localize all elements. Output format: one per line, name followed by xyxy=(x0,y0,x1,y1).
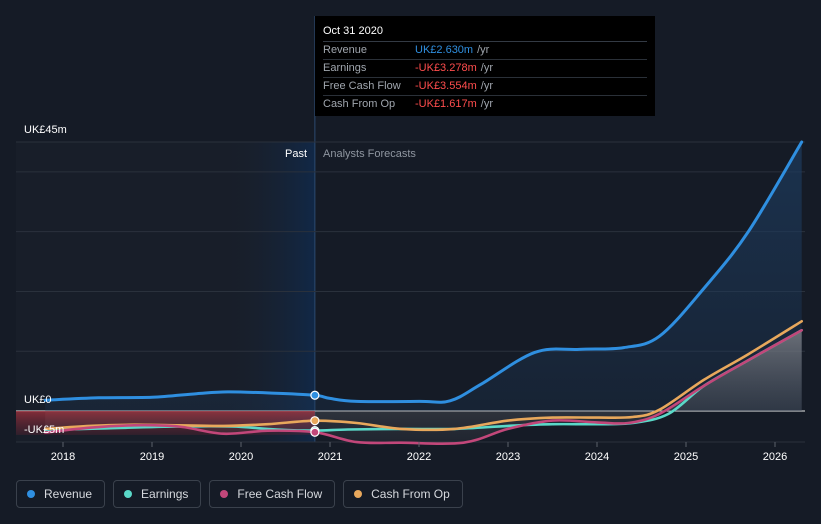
tooltip-row-value: -UK£1.617m xyxy=(415,98,477,110)
tooltip: Oct 31 2020 Revenue UK£2.630m/yr Earnings -… xyxy=(315,16,655,116)
x-tick-label: 2024 xyxy=(585,451,609,463)
tooltip-row-value: UK£2.630m xyxy=(415,44,474,56)
x-tick-label: 2022 xyxy=(407,451,431,463)
legend: Revenue Earnings Free Cash Flow Cash From O… xyxy=(16,480,463,508)
y-zero-label: UK£0 xyxy=(24,394,52,406)
revenue-line xyxy=(43,140,804,404)
tooltip-row-unit: /yr xyxy=(480,80,493,92)
tooltip-row-value: -UK£3.278m xyxy=(415,62,477,74)
tooltip-row-label: Revenue xyxy=(323,44,368,56)
legend-label: Cash From Op xyxy=(371,487,450,501)
tooltip-row: Free Cash Flow -UK£3.554m/yr xyxy=(323,78,647,96)
tooltip-row-unit: /yr xyxy=(480,98,493,110)
cash-from-op-marker xyxy=(310,416,320,426)
tooltip-row: Cash From Op -UK£1.617m/yr xyxy=(323,96,647,113)
x-tick-label: 2018 xyxy=(51,451,75,463)
tooltip-row-label: Free Cash Flow xyxy=(323,80,401,92)
legend-label: Revenue xyxy=(44,487,93,501)
tooltip-row-unit: /yr xyxy=(480,62,493,74)
x-tick-label: 2025 xyxy=(674,451,698,463)
x-tick-label: 2026 xyxy=(763,451,787,463)
legend-item-free-cash-flow[interactable]: Free Cash Flow xyxy=(209,480,336,508)
legend-dot-icon xyxy=(220,490,229,498)
past-label: Past xyxy=(285,148,307,160)
legend-item-revenue[interactable]: Revenue xyxy=(16,480,106,508)
free-cash-flow-marker xyxy=(310,427,320,437)
forecast-label: Analysts Forecasts xyxy=(323,148,416,160)
x-tick-label: 2023 xyxy=(496,451,520,463)
tooltip-row-unit: /yr xyxy=(477,44,490,56)
x-tick-label: 2020 xyxy=(229,451,253,463)
tooltip-row-label: Earnings xyxy=(323,62,367,74)
free-cash-flow-line xyxy=(43,329,803,446)
tooltip-row-value: -UK£3.554m xyxy=(415,80,477,92)
y-top-label: UK£45m xyxy=(24,124,67,136)
tooltip-row: Revenue UK£2.630m/yr xyxy=(323,42,647,60)
legend-dot-icon xyxy=(124,490,133,498)
tooltip-row: Earnings -UK£3.278m/yr xyxy=(323,60,647,78)
legend-item-earnings[interactable]: Earnings xyxy=(113,480,202,508)
x-tick-label: 2019 xyxy=(140,451,164,463)
tooltip-date: Oct 31 2020 xyxy=(323,24,647,42)
legend-label: Earnings xyxy=(141,487,189,501)
revenue-marker xyxy=(310,390,320,400)
y-neg-label: -UK£5m xyxy=(24,424,64,436)
legend-item-cash-from-op[interactable]: Cash From Op xyxy=(343,480,463,508)
tooltip-row-label: Cash From Op xyxy=(323,98,396,110)
legend-label: Free Cash Flow xyxy=(237,487,323,501)
legend-dot-icon xyxy=(27,490,35,498)
legend-dot-icon xyxy=(354,490,363,498)
x-tick-label: 2021 xyxy=(318,451,342,463)
